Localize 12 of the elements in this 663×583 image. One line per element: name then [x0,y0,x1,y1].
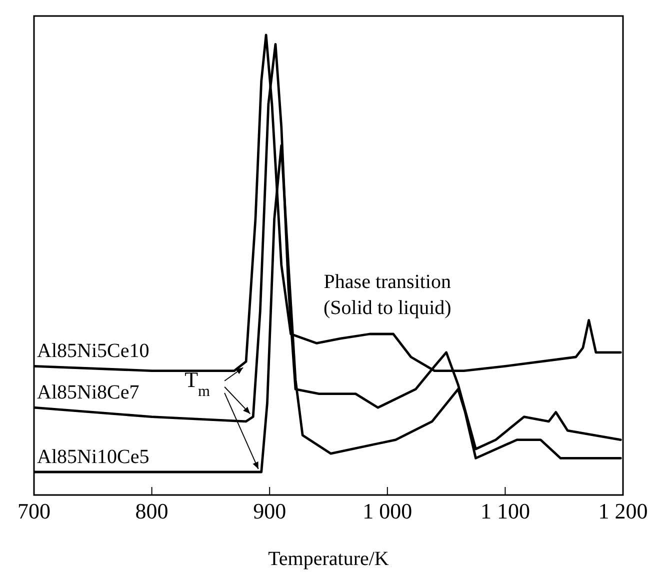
x-tick-label: 700 [18,498,50,524]
x-tick-label: 1 200 [598,498,648,524]
x-tick-label: 1 100 [480,498,530,524]
x-axis-title: Temperature/K [268,548,390,570]
series-label: Al85Ni5Ce10 [37,340,150,362]
series-label: Al85Ni8Ce7 [37,382,140,404]
x-tick-label: 800 [135,498,168,524]
annotation: T$_{m}$ [184,366,210,400]
annotation: Phase transition (Solid to liquid) [324,271,452,319]
x-tick-label: 1 000 [362,498,412,524]
x-tick-label: 900 [253,498,286,524]
series-label: Al85Ni10Ce5 [37,446,150,468]
